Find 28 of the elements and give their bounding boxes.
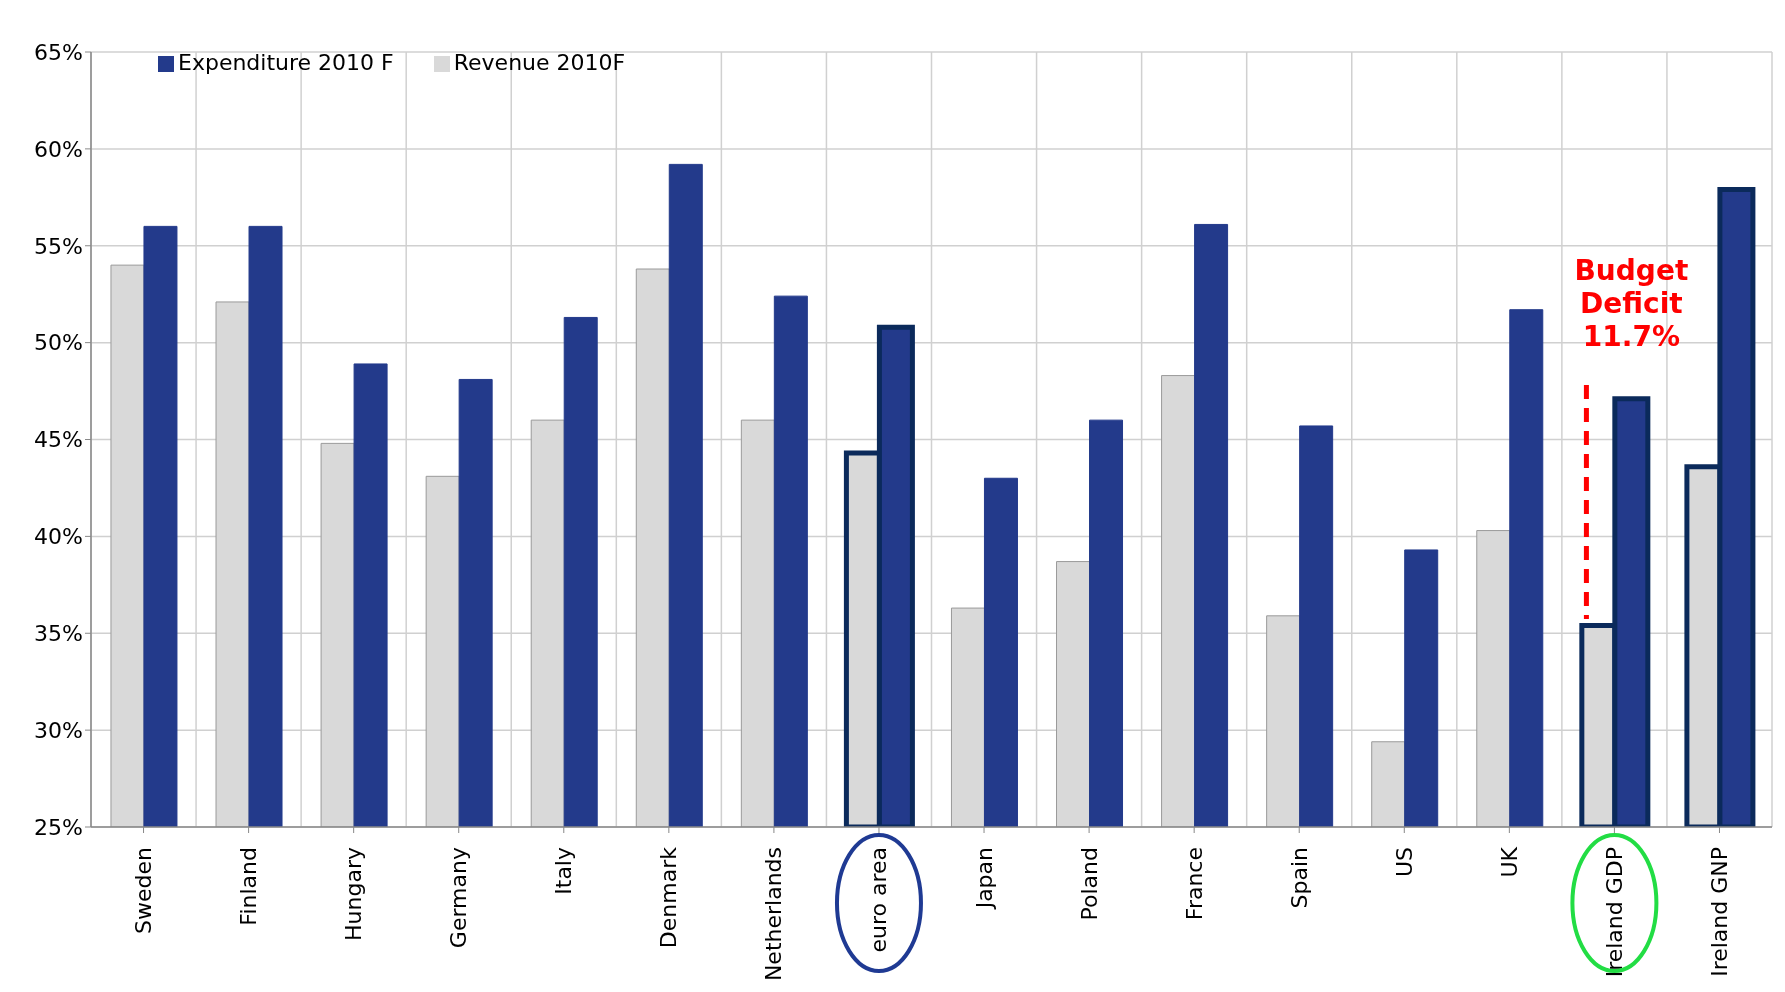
y-tick-label: 25%: [34, 814, 83, 840]
legend-label: Expenditure 2010 F: [178, 50, 394, 75]
y-tick-label: 30%: [34, 717, 83, 743]
x-tick-label: France: [1181, 847, 1207, 921]
x-tick-label: Netherlands: [761, 847, 787, 982]
x-tick-label: Italy: [551, 847, 577, 895]
y-tick-label: 60%: [34, 136, 83, 162]
x-tick-label: Denmark: [656, 846, 682, 949]
x-tick-label: Japan: [971, 847, 997, 911]
x-tick-label: UK: [1496, 846, 1522, 878]
y-tick-label: 45%: [34, 427, 83, 453]
x-tick-label: Sweden: [131, 847, 157, 934]
y-tick-label: 40%: [34, 524, 83, 550]
x-tick-label: Spain: [1286, 847, 1312, 909]
x-tick-label: Poland: [1076, 847, 1102, 921]
x-tick-label: Finland: [236, 847, 262, 926]
x-tick-label: Germany: [446, 847, 472, 949]
x-tick-label: euro area: [866, 847, 892, 953]
y-tick-label: 50%: [34, 330, 83, 356]
y-tick-label: 35%: [34, 621, 83, 647]
y-tick-label: 55%: [34, 233, 83, 259]
annotation: Budget Deficit 11.7%: [1574, 254, 1689, 353]
legend-label: Revenue 2010F: [453, 50, 626, 75]
x-tick-label: Hungary: [341, 847, 367, 941]
x-tick-label: Ireland GDP: [1601, 847, 1627, 978]
x-tick-label: Ireland GNP: [1706, 847, 1732, 977]
x-tick-label: US: [1391, 847, 1417, 878]
y-tick-label: 65%: [34, 39, 83, 65]
